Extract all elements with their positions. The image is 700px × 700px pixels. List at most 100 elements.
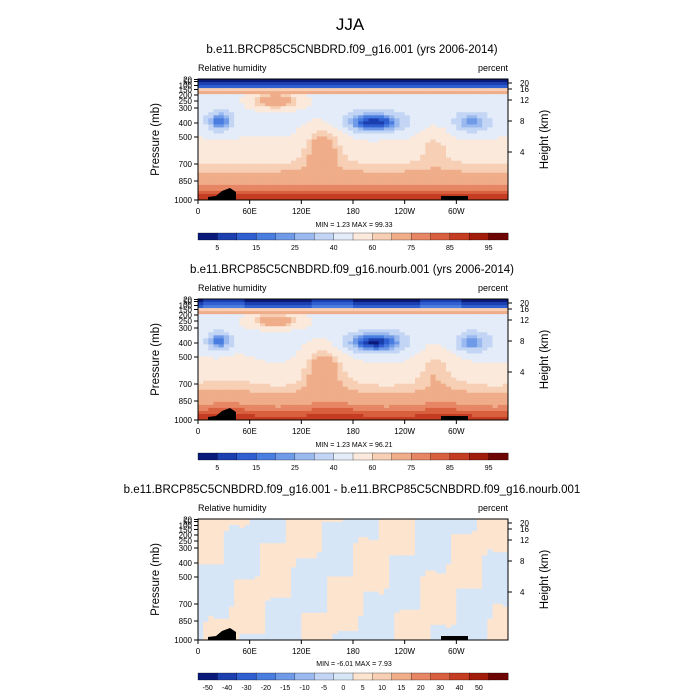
field-cell [306,178,313,183]
field-cell [280,386,287,391]
field-cell [244,305,251,309]
field-cell [265,88,271,92]
field-cell [368,145,375,149]
field-cell [260,335,266,339]
field-cell [492,386,499,391]
field-cell [456,305,462,309]
y-tick-label: 850 [179,177,193,186]
field-cell [223,142,230,146]
field-cell [342,353,349,357]
field-cell [466,338,473,342]
field-cell [440,88,447,92]
topography-mask [441,416,468,420]
field-cell [425,350,431,354]
field-cell [378,130,385,134]
field-cell [223,401,230,406]
field-cell [368,142,375,146]
field-cell [404,181,411,186]
field-cell [322,416,328,421]
field-cell [404,344,411,348]
field-cell [404,359,411,363]
field-cell [332,386,338,391]
field-cell [285,193,292,198]
field-cell [223,139,230,143]
field-cell [420,368,426,372]
field-cell [497,139,504,143]
field-cell [502,109,509,113]
field-cell [254,127,261,131]
field-cell [239,356,245,360]
field-cell [311,178,318,183]
field-cell [203,85,209,89]
field-cell [275,79,282,83]
field-cell [368,154,375,159]
field-cell [471,350,478,354]
field-cell [477,350,483,354]
field-cell [270,380,276,385]
field-cell [466,302,473,306]
field-cell [477,416,483,421]
field-cell [409,344,416,348]
field-cell [451,157,457,162]
field-cell [311,133,318,137]
panel-2-plot: 0 60E 120E 180 120W 60W2050100150200250300400… [150,296,551,437]
field-cell [223,79,230,83]
field-cell [466,109,473,113]
field-cell [198,308,204,312]
field-cell [373,184,380,189]
field-cell [275,410,282,415]
field-cell [456,389,462,394]
field-cell [244,320,251,324]
field-cell [492,362,499,366]
colorbar-swatch [217,232,238,241]
field-cell [358,380,364,385]
field-cell [446,395,452,400]
field-cell [270,356,276,360]
field-cell [327,380,333,385]
field-cell [446,109,452,113]
field-cell [399,344,406,348]
field-cell [203,344,209,348]
field-cell [213,338,220,342]
field-cell [435,311,442,315]
field-cell [229,184,235,189]
field-cell [415,365,421,369]
field-cell [394,145,400,149]
field-cell [285,311,292,315]
field-cell [409,79,416,83]
field-cell [327,368,333,372]
field-cell [492,166,499,171]
field-cell [327,386,333,391]
field-cell [301,79,307,83]
field-cell [244,413,251,418]
field-cell [311,362,318,366]
field-cell [378,371,385,376]
field-cell [285,392,292,397]
field-cell [425,124,431,128]
field-cell [244,338,251,342]
field-cell [435,94,442,98]
field-cell [327,347,333,351]
field-cell [322,112,328,116]
field-cell [260,362,266,366]
field-cell [404,142,411,146]
field-cell [285,410,292,415]
field-cell [203,410,209,415]
field-cell [322,299,328,303]
field-cell [296,124,302,128]
field-cell [482,187,488,192]
field-cell [198,416,204,421]
field-cell [337,112,344,116]
field-cell [384,103,390,107]
field-cell [440,356,447,360]
field-cell [368,184,375,189]
field-cell [332,341,338,345]
field-cell [301,329,307,333]
field-cell [337,374,344,379]
field-cell [446,190,452,195]
field-cell [218,320,225,324]
field-cell [203,106,209,110]
field-cell [265,416,271,421]
field-cell [342,139,349,143]
field-cell [363,413,369,418]
